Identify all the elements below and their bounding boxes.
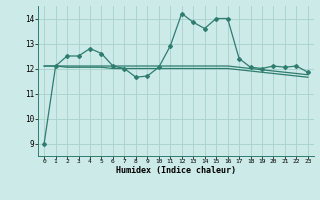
X-axis label: Humidex (Indice chaleur): Humidex (Indice chaleur)	[116, 166, 236, 175]
